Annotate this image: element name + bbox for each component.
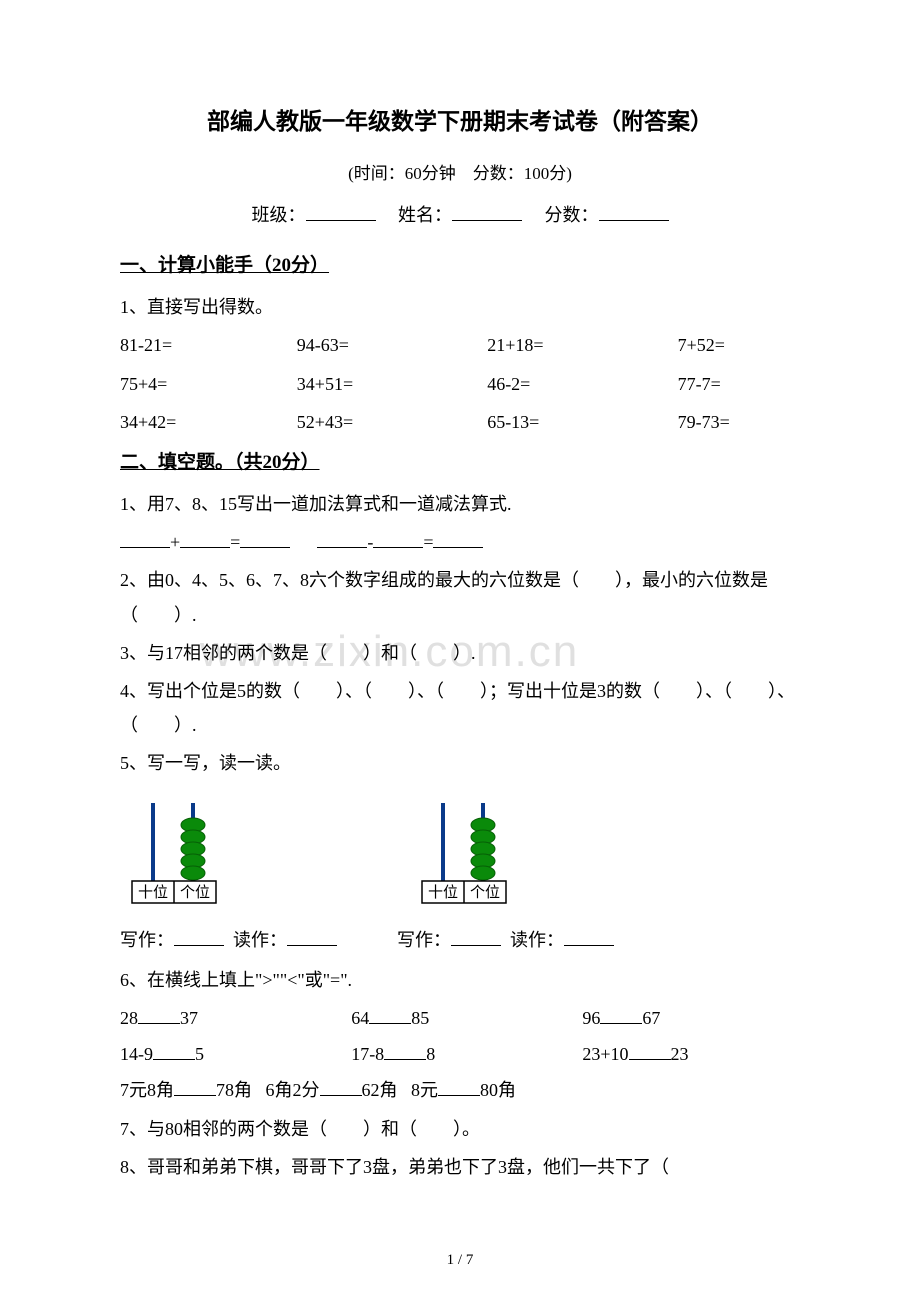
equation-blanks: += -= [120, 525, 800, 559]
eq-cell: 21+18= [487, 328, 677, 362]
eq-cell: 34+42= [120, 405, 297, 439]
ones-label: 个位 [470, 884, 500, 901]
name-blank [452, 203, 522, 221]
cmp-left: 17-8 [351, 1044, 384, 1064]
eq-cell: 79-73= [678, 405, 800, 439]
eq-row: 75+4= 34+51= 46-2= 77-7= [120, 367, 800, 401]
blank [320, 1078, 362, 1096]
page-title: 部编人教版一年级数学下册期末考试卷（附答案） [120, 100, 800, 144]
section2-q2: 2、由0、4、5、6、7、8六个数字组成的最大的六位数是（ ），最小的六位数是（… [120, 563, 800, 631]
section2-head: 二、填空题。（共20分） [120, 445, 800, 481]
blank [153, 1042, 195, 1060]
cmp-right: 67 [642, 1008, 660, 1028]
class-blank [306, 203, 376, 221]
ones-label: 个位 [180, 884, 210, 901]
cmp-right: 23 [671, 1044, 689, 1064]
eq-row: 34+42= 52+43= 65-13= 79-73= [120, 405, 800, 439]
blank [317, 530, 367, 548]
blank [373, 530, 423, 548]
cmp-left: 8元 [411, 1080, 438, 1100]
section2-q8: 8、哥哥和弟弟下棋，哥哥下了3盘，弟弟也下了3盘，他们一共下了（ [120, 1150, 800, 1184]
score-label: 分数： [545, 205, 599, 225]
blank [287, 928, 337, 946]
blank [629, 1042, 671, 1060]
blank [174, 1078, 216, 1096]
abacus-2: 十位 个位 [410, 795, 520, 905]
cmp-right: 37 [180, 1008, 198, 1028]
blank [120, 530, 170, 548]
blank [174, 928, 224, 946]
section1-head: 一、计算小能手（20分） [120, 248, 800, 284]
eq-cell: 75+4= [120, 367, 297, 401]
abacus-1: 十位 个位 [120, 795, 230, 905]
cmp-left: 28 [120, 1008, 138, 1028]
section2-q4: 4、写出个位是5的数（ ）、（ ）、（ ）；写出十位是3的数（ ）、（ ）、（ … [120, 674, 800, 742]
read-label: 读作： [510, 930, 564, 950]
eq-cell: 34+51= [297, 367, 487, 401]
section2-q5: 5、写一写，读一读。 [120, 746, 800, 780]
compare-row-3: 7元8角 78角 6角2分 62角 8元 80角 [120, 1073, 800, 1107]
eq-cell: 65-13= [487, 405, 677, 439]
cmp-right: 62角 [362, 1080, 398, 1100]
section2-q7: 7、与80相邻的两个数是（ ）和（ ）。 [120, 1112, 800, 1146]
tens-label: 十位 [138, 884, 168, 901]
eq-cell: 77-7= [678, 367, 800, 401]
read-label: 读作： [233, 930, 287, 950]
write-label: 写作： [397, 930, 451, 950]
abacus-icon: 十位 个位 [410, 795, 520, 905]
compare-row: 14-9 5 17-8 8 23+10 23 [120, 1037, 800, 1071]
section2-q1: 1、用7、8、15写出一道加法算式和一道减法算式. [120, 487, 800, 521]
eq-row: 81-21= 94-63= 21+18= 7+52= [120, 328, 800, 362]
section2-q3: 3、与17相邻的两个数是（ ）和（ ）. [120, 636, 800, 670]
section1-q1: 1、直接写出得数。 [120, 290, 800, 324]
cmp-right: 80角 [480, 1080, 516, 1100]
blank [433, 530, 483, 548]
blank [384, 1042, 426, 1060]
blank [138, 1006, 180, 1024]
blank [564, 928, 614, 946]
cmp-left: 23+10 [582, 1044, 628, 1064]
compare-row: 28 37 64 85 96 67 [120, 1001, 800, 1035]
blank [451, 928, 501, 946]
blank [240, 530, 290, 548]
eq-cell: 52+43= [297, 405, 487, 439]
abacus-icon: 十位 个位 [120, 795, 230, 905]
cmp-left: 14-9 [120, 1044, 153, 1064]
write-label: 写作： [120, 930, 174, 950]
cmp-right: 85 [411, 1008, 429, 1028]
blank [438, 1078, 480, 1096]
cmp-left: 96 [582, 1008, 600, 1028]
blank [180, 530, 230, 548]
cmp-right: 8 [426, 1044, 435, 1064]
section2-q6: 6、在横线上填上">""<"或"=". [120, 963, 800, 997]
tens-label: 十位 [428, 884, 458, 901]
name-label: 姓名： [398, 205, 452, 225]
page-subtitle: (时间：60分钟 分数：100分) [120, 158, 800, 190]
blank [369, 1006, 411, 1024]
blank [600, 1006, 642, 1024]
eq-cell: 81-21= [120, 328, 297, 362]
eq-cell: 7+52= [678, 328, 800, 362]
cmp-left: 6角2分 [266, 1080, 320, 1100]
info-line: 班级： 姓名： 分数： [120, 198, 800, 232]
eq-cell: 46-2= [487, 367, 677, 401]
cmp-left: 7元8角 [120, 1080, 174, 1100]
cmp-left: 64 [351, 1008, 369, 1028]
page-number: 1 / 7 [0, 1246, 920, 1275]
cmp-right: 78角 [216, 1080, 252, 1100]
eq-cell: 94-63= [297, 328, 487, 362]
write-read-row: 写作： 读作： 写作： 读作： [120, 923, 800, 957]
abacus-row: 十位 个位 十位 个位 [120, 795, 800, 905]
score-blank [599, 203, 669, 221]
class-label: 班级： [252, 205, 306, 225]
cmp-right: 5 [195, 1044, 204, 1064]
